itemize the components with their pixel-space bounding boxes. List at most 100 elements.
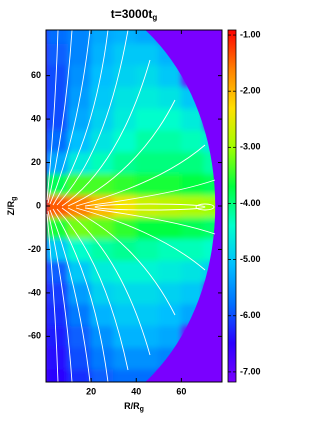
heatmap-cell <box>113 151 137 174</box>
heatmap-cell <box>135 151 160 174</box>
x-tick-label: 60 <box>176 386 186 396</box>
chart-title: t=3000tg <box>111 7 158 22</box>
heatmap-cell <box>90 30 115 44</box>
heatmap-cell <box>158 325 182 348</box>
heatmap-cell <box>135 194 160 218</box>
heatmap-cell <box>113 238 137 261</box>
y-tick-label: -20 <box>28 244 41 254</box>
heatmap-cell <box>46 238 70 261</box>
field-line <box>75 207 206 271</box>
field-line <box>47 30 73 204</box>
heatmap-cell <box>180 172 205 196</box>
heatmap-cell <box>68 194 92 218</box>
heatmap-cell <box>46 107 70 131</box>
heatmap-cell <box>90 42 115 66</box>
heatmap-cell <box>158 281 182 305</box>
heatmap-cell <box>46 151 70 174</box>
heatmap-cell <box>113 303 137 327</box>
heatmap-cell <box>113 172 137 196</box>
y-label-main: Z/R <box>6 200 16 215</box>
field-line <box>67 99 176 207</box>
heatmap-cell <box>113 259 137 283</box>
field-line <box>56 30 129 206</box>
y-axis-label: Z/Rg <box>6 197 17 216</box>
field-line <box>47 210 73 382</box>
heatmap-cell <box>203 172 216 196</box>
y-tick-label: 40 <box>31 113 41 123</box>
heatmap-cell <box>135 238 160 261</box>
heatmap-cell <box>113 64 137 87</box>
heatmap-cell <box>68 64 92 87</box>
heatmap-cell <box>180 129 205 153</box>
plot-area <box>46 30 216 382</box>
heatmap-cell <box>135 42 160 66</box>
heatmap-cell <box>90 129 115 153</box>
domain <box>46 30 216 382</box>
y-tick-label: 0 <box>36 200 41 210</box>
heatmap-cell <box>180 107 205 131</box>
heatmap-cell <box>158 216 182 240</box>
heatmap-cell <box>90 107 115 131</box>
heatmap-cell <box>90 346 115 370</box>
heatmap-cell <box>135 172 160 196</box>
heatmap-cell <box>90 259 115 283</box>
heatmap-cell <box>135 281 160 305</box>
heatmap-cell <box>68 238 92 261</box>
heatmap-cell <box>68 129 92 153</box>
colorbar-tick-label: -3.00 <box>240 142 261 152</box>
heatmap-cell <box>135 64 160 87</box>
colorbar-tick-label: -5.00 <box>240 254 261 264</box>
heatmap-cell <box>46 346 70 370</box>
field-line <box>84 207 216 235</box>
field-loop <box>195 203 215 211</box>
field-line <box>67 207 176 316</box>
heatmap-cell <box>158 129 182 153</box>
y-tick-label: -60 <box>28 331 41 341</box>
heatmap-cell <box>68 42 92 66</box>
heatmap-cell <box>158 151 182 174</box>
x-label-main: R/R <box>124 401 140 411</box>
y-tick-label: 60 <box>31 70 41 80</box>
heatmap-cell <box>68 259 92 283</box>
heatmap-cell <box>158 303 182 327</box>
heatmap-cell <box>158 259 182 283</box>
heatmap-cell <box>113 368 137 382</box>
heatmap-cell <box>46 303 70 327</box>
heatmap-cell <box>180 259 205 283</box>
field-line <box>61 207 151 356</box>
heatmap-cell <box>135 216 160 240</box>
heatmap-cell <box>158 85 182 109</box>
heatmap-cell <box>135 107 160 131</box>
field-line <box>52 30 109 206</box>
field-lines <box>46 30 216 382</box>
heatmap-cell <box>180 194 205 218</box>
heatmap-cell <box>113 325 137 348</box>
heatmap-cell <box>180 281 205 305</box>
heatmap-cell <box>68 30 92 44</box>
heatmap-cell <box>68 172 92 196</box>
heatmap-cell <box>135 325 160 348</box>
field-line <box>49 30 91 205</box>
heatmap-cell <box>113 194 137 218</box>
heatmap-cell <box>113 129 137 153</box>
colorbar-tick-label: -4.00 <box>240 198 261 208</box>
x-tick-label: 20 <box>86 386 96 396</box>
field-line <box>46 213 59 382</box>
y-label-sub: g <box>11 197 18 201</box>
heatmap-cell <box>180 151 205 174</box>
y-tick-label: -40 <box>28 287 41 297</box>
heatmap-cell <box>46 216 70 240</box>
field-line <box>75 144 206 207</box>
heatmap-cell <box>68 368 92 382</box>
colorbar-tick-label: -6.00 <box>240 310 261 320</box>
heatmap-cell <box>203 216 216 240</box>
heatmap-cell <box>90 151 115 174</box>
x-label-sub: g <box>140 406 144 413</box>
heatmap-cell <box>158 194 182 218</box>
heatmap-cell <box>135 346 160 370</box>
y-tick-label: 20 <box>31 157 41 167</box>
heatmap-cell <box>135 85 160 109</box>
heatmap-cell <box>46 259 70 283</box>
field-line <box>52 208 109 382</box>
